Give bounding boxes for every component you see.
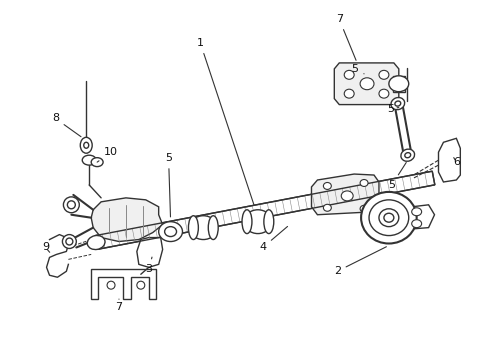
Bar [393, 76, 405, 92]
Text: 7: 7 [116, 299, 122, 312]
Ellipse shape [68, 201, 75, 209]
Text: 9: 9 [42, 243, 49, 252]
Text: 10: 10 [97, 147, 118, 162]
Text: 6: 6 [453, 157, 460, 167]
Text: 5: 5 [388, 104, 399, 113]
Ellipse shape [323, 183, 331, 189]
Ellipse shape [405, 153, 411, 158]
Ellipse shape [341, 191, 353, 201]
Ellipse shape [66, 238, 73, 245]
Polygon shape [439, 138, 460, 182]
Ellipse shape [87, 235, 105, 249]
Text: 5: 5 [165, 153, 172, 217]
Ellipse shape [360, 78, 374, 90]
Ellipse shape [391, 98, 405, 110]
Ellipse shape [384, 213, 394, 222]
Ellipse shape [137, 281, 145, 289]
Ellipse shape [190, 216, 217, 239]
Polygon shape [95, 171, 435, 249]
Text: 4: 4 [259, 226, 288, 252]
Ellipse shape [389, 76, 409, 92]
Ellipse shape [401, 149, 415, 161]
Text: 7: 7 [336, 14, 356, 60]
Polygon shape [137, 238, 163, 267]
Polygon shape [312, 174, 379, 215]
Ellipse shape [107, 281, 115, 289]
Ellipse shape [91, 158, 103, 167]
Ellipse shape [412, 208, 421, 216]
Polygon shape [91, 269, 156, 299]
Polygon shape [91, 198, 163, 242]
Ellipse shape [344, 70, 354, 79]
Ellipse shape [62, 235, 76, 248]
Ellipse shape [323, 204, 331, 211]
Ellipse shape [379, 209, 399, 227]
Ellipse shape [208, 216, 218, 239]
Text: 2: 2 [334, 247, 387, 276]
Text: 3: 3 [145, 257, 152, 274]
Ellipse shape [189, 216, 198, 239]
Ellipse shape [244, 210, 272, 234]
Ellipse shape [379, 89, 389, 98]
Ellipse shape [84, 142, 89, 148]
Ellipse shape [264, 210, 274, 234]
Text: 5: 5 [352, 64, 364, 74]
Ellipse shape [242, 210, 252, 234]
Ellipse shape [369, 200, 409, 235]
Ellipse shape [412, 220, 421, 228]
Ellipse shape [360, 180, 368, 186]
Ellipse shape [360, 205, 368, 212]
Text: 5: 5 [389, 162, 406, 190]
Ellipse shape [395, 101, 401, 106]
Bar [163, 226, 178, 238]
Ellipse shape [379, 70, 389, 79]
Polygon shape [334, 63, 399, 105]
Ellipse shape [165, 227, 176, 237]
Ellipse shape [63, 197, 79, 213]
Text: 8: 8 [52, 113, 81, 137]
Text: 1: 1 [197, 38, 254, 205]
Bar [194, 220, 213, 235]
Ellipse shape [159, 222, 182, 242]
Ellipse shape [80, 137, 92, 153]
Polygon shape [404, 205, 435, 230]
Ellipse shape [82, 155, 96, 165]
Ellipse shape [361, 192, 416, 243]
Bar [247, 214, 269, 230]
Ellipse shape [344, 89, 354, 98]
